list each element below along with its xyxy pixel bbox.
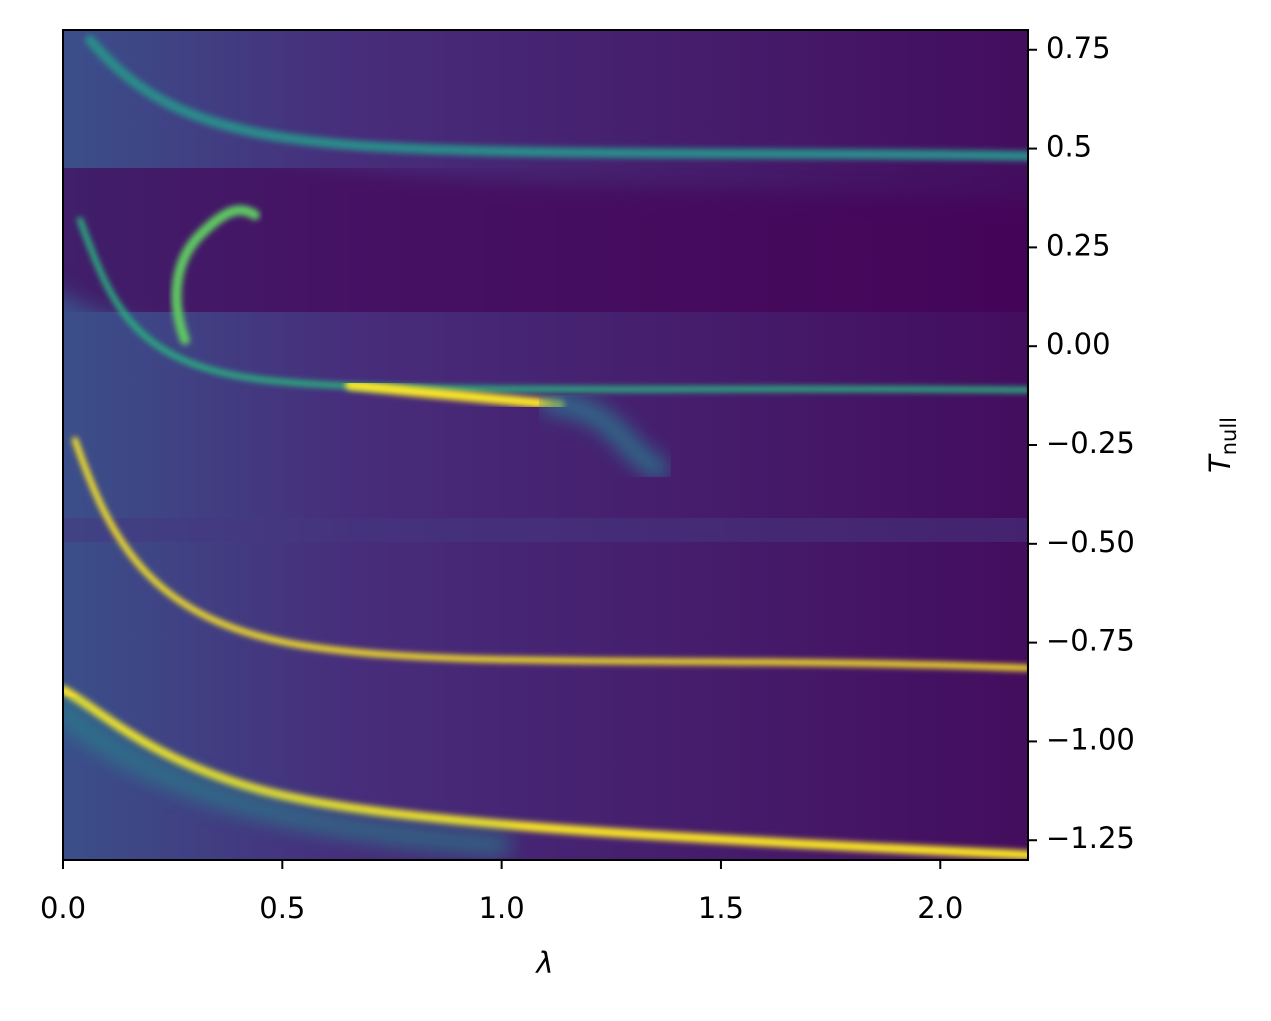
x-tick-label: 1.0	[479, 891, 525, 925]
heatmap-feature	[72, 437, 1028, 671]
heatmap-features	[63, 35, 1028, 860]
heatmap-feature	[541, 393, 669, 479]
heatmap-feature	[171, 205, 260, 345]
heatmap-feature	[63, 699, 511, 856]
heatmap-feature	[63, 685, 1028, 860]
heatmap-feature	[345, 380, 565, 410]
heatmap-feature	[85, 35, 1028, 161]
x-tick-label: 1.5	[698, 891, 744, 925]
y-axis-label-sub: null	[1217, 417, 1241, 455]
heatmap-feature	[63, 80, 1028, 400]
x-tick-label: 2.0	[917, 891, 963, 925]
y-tick-label: −1.00	[1046, 722, 1135, 756]
y-axis-label: Tnull	[1203, 417, 1241, 473]
y-tick-label: −0.50	[1046, 525, 1135, 559]
x-tick-label: 0.0	[40, 891, 86, 925]
y-tick-label: 0.00	[1046, 327, 1111, 361]
y-tick-label: 0.25	[1046, 228, 1111, 262]
heatmap-feature	[77, 217, 1028, 393]
heatmap	[63, 30, 1028, 860]
y-tick-label: 0.75	[1046, 31, 1111, 65]
y-tick-label: −0.75	[1046, 624, 1135, 658]
y-tick-label: −0.25	[1046, 426, 1135, 460]
y-tick-label: −1.25	[1046, 821, 1135, 855]
heatmap-feature	[63, 460, 1028, 600]
x-axis-label: λ	[534, 946, 553, 980]
y-axis-label-main: T	[1203, 453, 1237, 473]
x-tick-label: 0.5	[259, 891, 305, 925]
y-tick-label: 0.5	[1046, 130, 1092, 164]
